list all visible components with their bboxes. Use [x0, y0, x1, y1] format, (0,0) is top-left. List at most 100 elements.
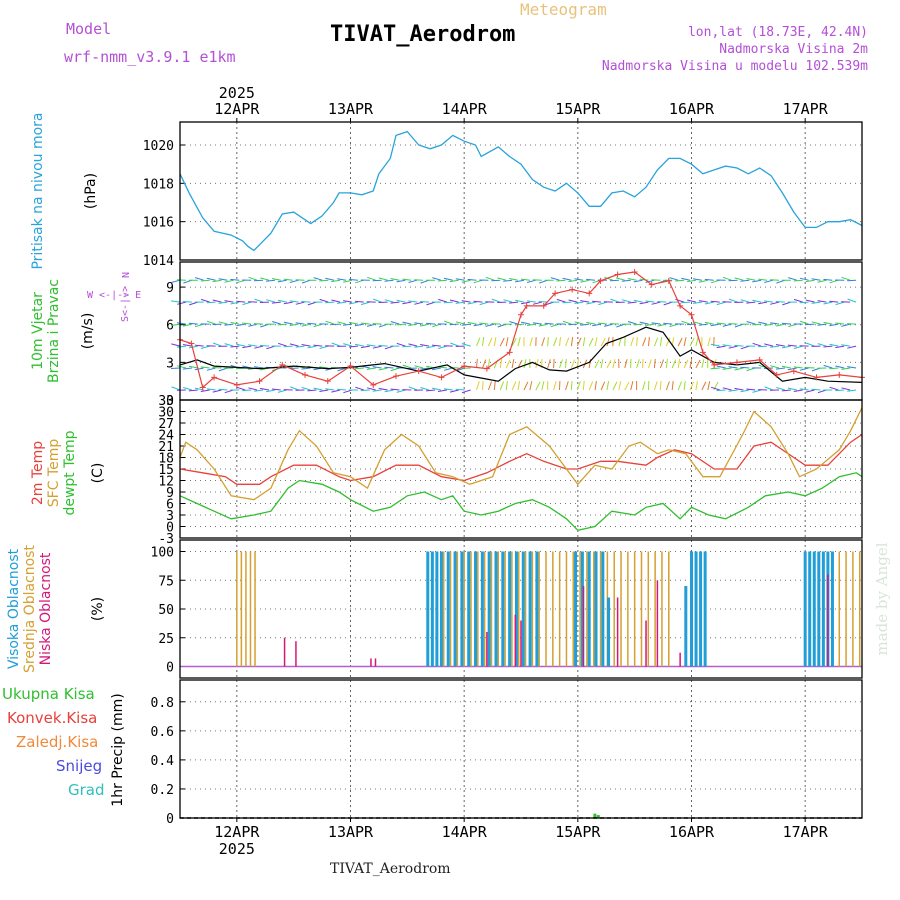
wind-barb	[455, 321, 465, 325]
y-tick-label: 33	[158, 394, 174, 409]
wind-barb	[266, 299, 276, 303]
pressure-ylabel: Pritisak na nivou mora	[30, 112, 46, 269]
wind-barb	[337, 278, 347, 281]
wind-barb	[770, 301, 780, 305]
wind-barb	[289, 300, 299, 303]
wind-barb	[402, 301, 412, 305]
gust-marker	[211, 374, 218, 381]
wind-barb	[570, 337, 574, 347]
wind-barb	[467, 301, 477, 305]
wind-barb	[618, 381, 622, 391]
wind-barb	[740, 279, 750, 282]
wind-barb	[671, 359, 677, 369]
pressure-line	[179, 130, 863, 252]
wind-barb	[701, 381, 707, 391]
wind-barb	[606, 359, 612, 369]
wind-barb	[390, 388, 400, 391]
y-tick-label: 0.6	[151, 725, 174, 740]
watermark: made by Angel	[873, 542, 891, 656]
wind-barb	[390, 278, 400, 281]
wind-barb	[331, 389, 341, 393]
top-year-label: 2025	[219, 84, 255, 102]
wind-barb	[295, 279, 305, 281]
wind-barb	[559, 359, 563, 369]
wind-barb	[752, 389, 762, 393]
wind-barb	[325, 388, 335, 391]
wind-barb	[841, 344, 851, 347]
wind-barb	[248, 323, 258, 327]
wind-barb	[704, 321, 714, 325]
wind-barb	[835, 365, 845, 369]
wind-barb	[301, 344, 311, 347]
wind-barb	[432, 277, 442, 281]
wind-barb	[805, 299, 815, 303]
wind-barb	[265, 279, 275, 282]
wind-barb	[337, 388, 347, 391]
wind-barb	[295, 301, 305, 305]
wind-barb	[562, 277, 572, 281]
panel-frame	[179, 399, 863, 539]
gust-marker	[302, 371, 309, 378]
wind-barb	[550, 277, 560, 281]
wind-barb	[781, 322, 791, 325]
wind-barb	[811, 388, 821, 391]
wind-barb	[313, 387, 323, 391]
gust-marker	[256, 378, 263, 385]
bottom-date-label: 16APR	[669, 823, 715, 841]
wind-barb	[526, 300, 536, 303]
wind-barb	[598, 322, 608, 325]
wind-barb	[698, 279, 708, 283]
temperature-ylabel: dewpt Temp	[62, 430, 78, 515]
gust-marker	[836, 371, 843, 378]
wind-barb	[313, 277, 323, 281]
wind-barb	[594, 359, 600, 369]
wind-barb	[639, 321, 649, 325]
wind-barb	[710, 300, 720, 303]
wind-barb	[171, 323, 181, 326]
wind-barb	[378, 387, 388, 391]
gust-marker	[199, 384, 206, 391]
wind-barb	[331, 279, 341, 283]
wind-barb	[722, 323, 732, 327]
wind-barb	[627, 301, 637, 304]
wind-barb	[520, 278, 530, 281]
wind-barb	[775, 301, 785, 303]
wind-barb	[509, 301, 519, 304]
wind-barb	[206, 301, 216, 304]
meteogram-label: Meteogram	[520, 0, 607, 19]
wind-barb	[716, 365, 726, 369]
wind-barb	[746, 278, 756, 281]
gust-marker	[483, 365, 490, 372]
wind-barb	[509, 321, 519, 325]
wind-barb	[248, 387, 258, 391]
wind-barb	[805, 279, 815, 283]
wind-barb	[570, 359, 576, 369]
wind-barb	[313, 323, 323, 328]
wind-barb	[253, 323, 264, 325]
wind-barb	[624, 381, 630, 391]
top-date-label: 13APR	[328, 100, 374, 118]
wind-barb	[408, 343, 418, 347]
gust-marker	[523, 302, 530, 309]
wind-barb	[621, 279, 631, 282]
wind-barb	[236, 300, 246, 303]
wind-barb	[586, 278, 596, 281]
model-elevation-label: Nadmorska Visina u modelu 102.539m	[601, 59, 868, 74]
wind-barb	[538, 323, 548, 327]
wind-barb	[426, 389, 436, 392]
wind-barb	[414, 365, 424, 369]
wind-unit: (m/s)	[80, 313, 96, 350]
wind-barb	[636, 359, 640, 369]
wind-barb	[373, 298, 382, 303]
wind-barb	[598, 301, 608, 306]
panel-frame	[179, 261, 863, 401]
wind-barb	[823, 345, 833, 348]
wind-barb	[432, 323, 442, 328]
wind-barb	[212, 279, 222, 283]
wind-barb	[562, 320, 572, 325]
wind-barb	[503, 299, 513, 303]
wind-barb	[212, 389, 222, 393]
wind-barb	[565, 358, 567, 369]
wind-barb	[171, 386, 181, 391]
wind-barb	[553, 337, 558, 347]
